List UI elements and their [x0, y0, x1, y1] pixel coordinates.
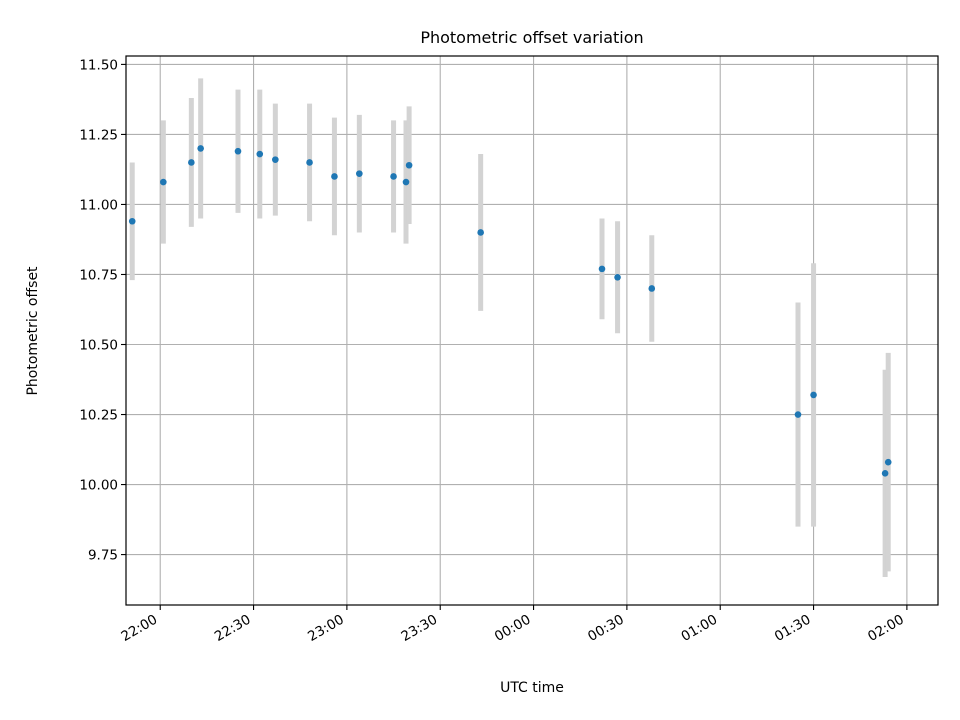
data-point [197, 145, 204, 152]
data-point [331, 173, 338, 180]
plot-area-frame [125, 55, 939, 606]
data-point [405, 161, 413, 169]
data-point [234, 147, 242, 155]
data-point [390, 173, 397, 180]
data-point [884, 458, 892, 466]
y-tick-label: 11.00 [79, 197, 118, 213]
y-tick-label: 10.75 [79, 267, 118, 283]
x-axis-label: UTC time [500, 680, 564, 696]
data-point [306, 159, 313, 166]
data-point [356, 170, 363, 177]
data-point [881, 470, 889, 477]
data-point [648, 285, 656, 292]
data-point [256, 150, 264, 158]
y-tick-label: 10.50 [79, 338, 118, 354]
y-axis-ticks: 9.75 10.00 10.25 10.50 10.75 11.00 11.25 11.50 [79, 57, 126, 564]
data-point [402, 178, 410, 186]
grid [126, 56, 938, 605]
data-point [160, 178, 167, 186]
data-point [614, 273, 621, 281]
data-point [188, 159, 195, 166]
data-point [794, 411, 802, 418]
y-tick-label: 10.25 [79, 408, 118, 424]
data-point [128, 217, 136, 225]
data-point [598, 265, 606, 273]
data-point [477, 229, 484, 236]
data-points [128, 145, 892, 477]
y-tick-label: 11.50 [79, 57, 118, 73]
y-tick-label: 10.00 [79, 478, 118, 494]
y-tick-label: 11.25 [79, 127, 118, 143]
data-point [272, 156, 279, 163]
y-tick-label: 9.75 [88, 548, 118, 564]
y-axis-label: Photometric offset [25, 266, 41, 396]
chart-title: Photometric offset variation [420, 28, 643, 47]
data-point [810, 391, 817, 399]
